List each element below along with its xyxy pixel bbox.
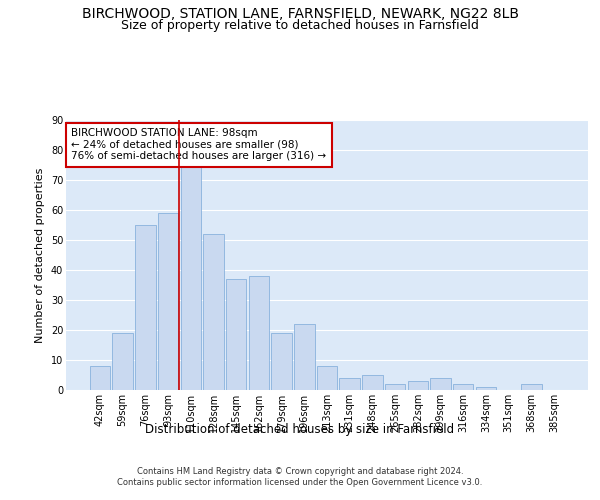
Bar	[385, 384, 406, 390]
Bar	[521, 384, 542, 390]
Text: Distribution of detached houses by size in Farnsfield: Distribution of detached houses by size …	[145, 422, 455, 436]
Bar	[317, 366, 337, 390]
Bar	[271, 333, 292, 390]
Text: Contains HM Land Registry data © Crown copyright and database right 2024.
Contai: Contains HM Land Registry data © Crown c…	[118, 468, 482, 487]
Y-axis label: Number of detached properties: Number of detached properties	[35, 168, 45, 342]
Text: BIRCHWOOD, STATION LANE, FARNSFIELD, NEWARK, NG22 8LB: BIRCHWOOD, STATION LANE, FARNSFIELD, NEW…	[82, 8, 518, 22]
Bar	[158, 213, 178, 390]
Bar	[248, 276, 269, 390]
Bar	[453, 384, 473, 390]
Bar	[476, 387, 496, 390]
Bar	[203, 234, 224, 390]
Bar	[226, 279, 247, 390]
Bar	[90, 366, 110, 390]
Text: BIRCHWOOD STATION LANE: 98sqm
← 24% of detached houses are smaller (98)
76% of s: BIRCHWOOD STATION LANE: 98sqm ← 24% of d…	[71, 128, 326, 162]
Bar	[430, 378, 451, 390]
Bar	[362, 375, 383, 390]
Bar	[112, 333, 133, 390]
Bar	[181, 162, 201, 390]
Bar	[294, 324, 314, 390]
Text: Size of property relative to detached houses in Farnsfield: Size of property relative to detached ho…	[121, 18, 479, 32]
Bar	[340, 378, 360, 390]
Bar	[135, 225, 155, 390]
Bar	[407, 381, 428, 390]
